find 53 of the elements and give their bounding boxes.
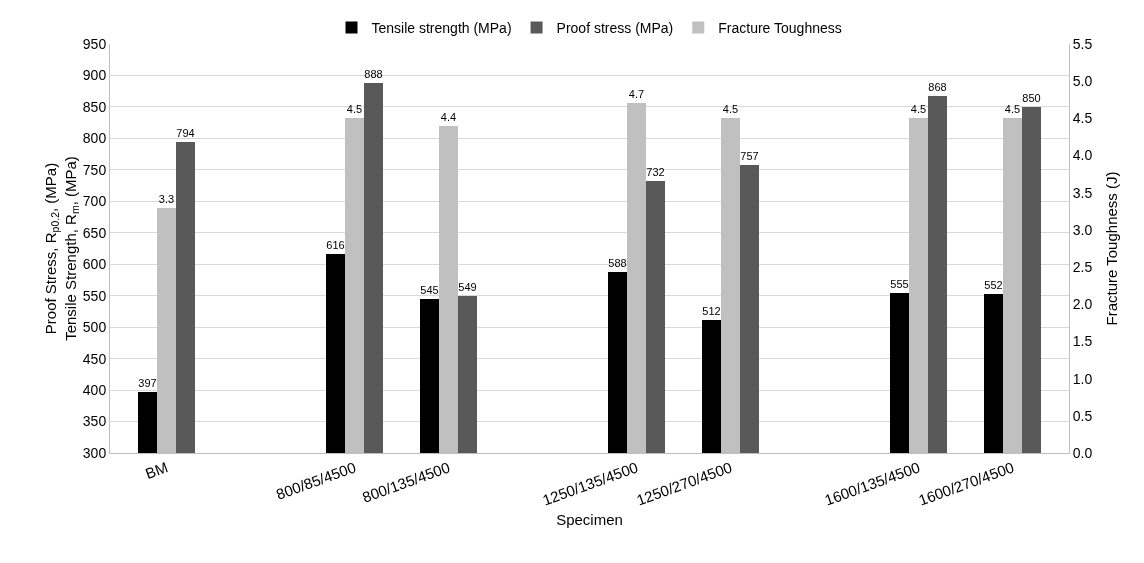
data-label: 850 — [1022, 92, 1041, 104]
data-label: 4.5 — [1004, 103, 1021, 115]
y2-tick-label: 2.5 — [1072, 258, 1093, 275]
data-label: 888 — [364, 68, 383, 80]
y-tick-label: 500 — [82, 319, 107, 336]
data-label: 4.5 — [910, 103, 927, 115]
y2-tick-label: 3.0 — [1072, 221, 1093, 238]
y2-tick-label: 2.0 — [1072, 296, 1093, 313]
y-tick-label: 400 — [82, 381, 107, 398]
data-label: 552 — [984, 279, 1003, 291]
data-label: 397 — [138, 377, 157, 389]
y2-tick-label: 1.5 — [1072, 333, 1093, 350]
y-tick-label: 550 — [82, 287, 107, 304]
data-label: 4.5 — [722, 103, 739, 115]
y-tick-label: 600 — [82, 256, 107, 273]
data-label: 4.7 — [628, 88, 645, 100]
y2-tick-label: 0.5 — [1072, 407, 1093, 424]
y2-tick-label: 3.5 — [1072, 184, 1093, 201]
data-label: 757 — [740, 150, 759, 162]
y2-tick-label: 5.0 — [1072, 73, 1093, 90]
y2-tick-label: 5.5 — [1072, 35, 1093, 52]
y2-tick-label: 1.0 — [1072, 370, 1093, 387]
data-label: 549 — [458, 281, 477, 293]
data-label: 794 — [176, 127, 195, 139]
legend-label: Proof stress (MPa) — [556, 20, 674, 37]
data-label: 868 — [928, 81, 947, 93]
y-tick-label: 850 — [82, 98, 107, 115]
legend-label: Tensile strength (MPa) — [371, 20, 512, 37]
y-tick-label: 450 — [82, 350, 107, 367]
y2-axis-title: Fracture Toughness (J) — [1102, 171, 1120, 326]
y-tick-label: 650 — [82, 224, 107, 241]
data-label: 4.5 — [346, 103, 363, 115]
data-label: 732 — [646, 166, 665, 178]
y2-tick-label: 0.0 — [1072, 444, 1093, 461]
y-tick-label: 350 — [82, 413, 107, 430]
y2-tick-label: 4.0 — [1072, 147, 1093, 164]
y-tick-label: 900 — [82, 67, 107, 84]
y2-tick-label: 4.5 — [1072, 110, 1093, 127]
data-label: 545 — [420, 284, 439, 296]
data-label: 3.3 — [158, 193, 175, 205]
data-label: 4.4 — [440, 111, 457, 123]
x-tick-label: BM — [143, 458, 170, 483]
y-tick-label: 800 — [82, 130, 107, 147]
y-tick-label: 750 — [82, 161, 107, 178]
legend-label: Fracture Toughness — [718, 20, 842, 37]
data-label: 616 — [326, 239, 345, 251]
data-label: 512 — [702, 305, 721, 317]
y-tick-label: 300 — [82, 444, 107, 461]
y-tick-label: 700 — [82, 193, 107, 210]
y-tick-label: 950 — [82, 35, 107, 52]
x-axis-title: Specimen — [556, 510, 623, 528]
data-label: 588 — [608, 257, 627, 269]
data-label: 555 — [890, 278, 909, 290]
